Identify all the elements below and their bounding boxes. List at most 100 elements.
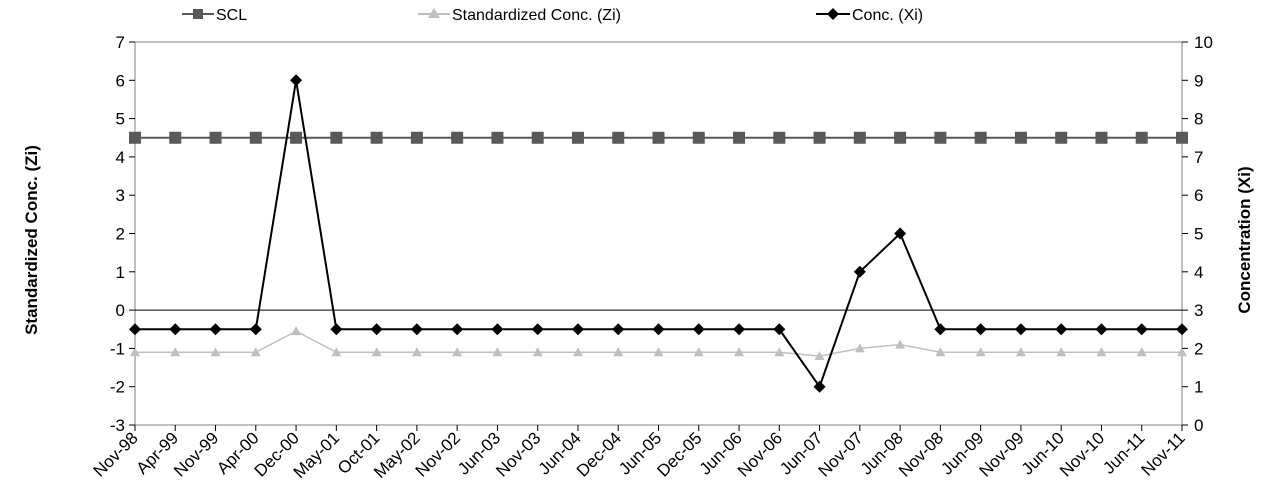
y-right-tick-label: 4 <box>1194 263 1203 282</box>
y-right-tick-label: 1 <box>1194 378 1203 397</box>
x-tick-label: Nov-11 <box>1138 428 1189 479</box>
point-conc-xi <box>692 323 705 336</box>
point-standardized-conc-zi <box>613 347 624 357</box>
point-standardized-conc-zi <box>532 347 543 357</box>
y-right-tick-label: 7 <box>1194 148 1203 167</box>
x-tick-label: Nov-09 <box>976 428 1028 480</box>
point-conc-xi <box>491 323 504 336</box>
point-standardized-conc-zi <box>331 347 342 357</box>
point-scl <box>1135 131 1148 144</box>
point-scl <box>652 131 665 144</box>
point-conc-xi <box>1176 323 1188 336</box>
y-right-tick-label: 0 <box>1194 416 1203 435</box>
y-left-tick-label: 3 <box>116 186 125 205</box>
point-standardized-conc-zi <box>452 347 463 357</box>
x-tick-label: May-02 <box>370 428 424 482</box>
point-standardized-conc-zi <box>1177 347 1187 357</box>
legend-item-conc-xi: Conc. (Xi) <box>816 7 923 24</box>
point-scl <box>491 131 504 144</box>
x-tick-label: Dec-05 <box>653 428 705 480</box>
x-tick-label: Nov-02 <box>412 428 464 480</box>
point-standardized-conc-zi <box>975 347 986 357</box>
point-scl <box>1055 131 1068 144</box>
x-tick-label: May-01 <box>290 428 344 482</box>
point-scl <box>330 131 343 144</box>
point-scl <box>169 131 182 144</box>
x-tick-label: Nov-10 <box>1056 428 1108 480</box>
point-scl <box>934 131 947 144</box>
point-conc-xi <box>652 323 665 336</box>
y-left-tick-label: 2 <box>116 225 125 244</box>
point-conc-xi <box>370 323 383 336</box>
point-standardized-conc-zi <box>1096 347 1107 357</box>
point-conc-xi <box>290 74 303 87</box>
y-left-tick-label: 6 <box>116 71 125 90</box>
point-standardized-conc-zi <box>895 339 906 349</box>
x-tick-label: Nov-06 <box>734 428 786 480</box>
point-standardized-conc-zi <box>653 347 664 357</box>
y-left-tick-label: -2 <box>110 378 125 397</box>
point-scl <box>129 131 141 144</box>
y-right-tick-label: 5 <box>1194 225 1203 244</box>
series-layer <box>129 74 1188 393</box>
x-tick-label: Nov-03 <box>492 428 544 480</box>
y-left-tick-label: 4 <box>116 148 125 167</box>
point-conc-xi <box>1055 323 1068 336</box>
point-conc-xi <box>169 323 182 336</box>
point-standardized-conc-zi <box>250 347 261 357</box>
point-scl <box>410 131 423 144</box>
point-standardized-conc-zi <box>693 347 704 357</box>
point-standardized-conc-zi <box>1136 347 1147 357</box>
point-scl <box>1095 131 1108 144</box>
y-left-tick-label: -1 <box>110 339 125 358</box>
legend-item-scl: SCL <box>182 7 247 24</box>
x-tick-label: Nov-98 <box>90 428 142 480</box>
point-standardized-conc-zi <box>935 347 946 357</box>
point-standardized-conc-zi <box>774 347 785 357</box>
point-scl <box>249 131 262 144</box>
legend-label-scl: SCL <box>216 7 247 24</box>
y-left-tick-label: 1 <box>116 263 125 282</box>
point-standardized-conc-zi <box>1056 347 1067 357</box>
point-conc-xi <box>129 323 141 336</box>
y-left-axis-title: Standardized Conc. (Zi) <box>22 145 41 335</box>
legend-item-standardized-conc: Standardized Conc. (Zi) <box>418 7 621 24</box>
point-conc-xi <box>451 323 464 336</box>
y-right-axis-title: Concentration (Xi) <box>1235 166 1254 313</box>
y-left-tick-label: 0 <box>116 301 125 320</box>
point-conc-xi <box>853 265 866 278</box>
point-conc-xi <box>974 323 987 336</box>
point-conc-xi <box>531 323 544 336</box>
point-conc-xi <box>249 323 262 336</box>
point-conc-xi <box>330 323 343 336</box>
point-conc-xi <box>894 227 907 240</box>
legend-label-conc-xi: Conc. (Xi) <box>852 7 923 24</box>
point-conc-xi <box>612 323 625 336</box>
y-right-tick-label: 8 <box>1194 110 1203 129</box>
legend: SCL Standardized Conc. (Zi) Conc. (Xi) <box>182 7 923 24</box>
point-conc-xi <box>733 323 746 336</box>
ticks-layer: -3-2-101234567012345678910Nov-98Apr-99No… <box>90 33 1213 482</box>
point-scl <box>974 131 987 144</box>
point-scl <box>531 131 544 144</box>
point-standardized-conc-zi <box>371 347 382 357</box>
point-standardized-conc-zi <box>492 347 503 357</box>
point-standardized-conc-zi <box>854 343 865 353</box>
point-conc-xi <box>209 323 222 336</box>
y-right-tick-label: 3 <box>1194 301 1203 320</box>
point-standardized-conc-zi <box>170 347 181 357</box>
legend-label-standardized-conc: Standardized Conc. (Zi) <box>452 7 621 24</box>
point-standardized-conc-zi <box>572 347 583 357</box>
point-scl <box>853 131 866 144</box>
point-standardized-conc-zi <box>210 347 221 357</box>
point-scl <box>813 131 826 144</box>
x-tick-label: Nov-99 <box>170 428 222 480</box>
y-left-tick-label: 5 <box>116 110 125 129</box>
x-tick-label: Nov-07 <box>814 428 866 480</box>
series-line-conc-xi <box>135 80 1182 389</box>
y-left-tick-label: 7 <box>116 33 125 52</box>
point-standardized-conc-zi <box>411 347 422 357</box>
point-scl <box>733 131 746 144</box>
point-conc-xi <box>410 323 423 336</box>
